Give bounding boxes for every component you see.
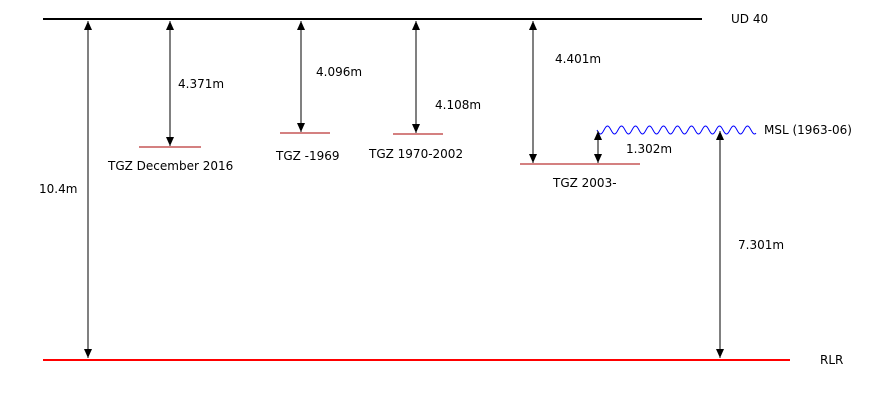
tgz-2003-label: TGZ 2003- [552,176,617,190]
distance-msl-rlr: 7.301m [738,238,784,252]
distance-ud40-rlr: 10.4m [39,182,77,196]
tgz-dec-2016-label: TGZ December 2016 [107,159,233,173]
distance-ud40-tgz-2003: 4.401m [555,52,601,66]
tgz-1969-label: TGZ -1969 [275,149,340,163]
ud40-label: UD 40 [731,12,768,26]
distance-tgz-2003-msl: 1.302m [626,142,672,156]
distance-ud40-tgz-dec-2016: 4.371m [178,77,224,91]
msl-wave [596,125,757,135]
rlr-label: RLR [820,353,843,367]
tgz-1970-2002-label: TGZ 1970-2002 [368,147,463,161]
msl-label: MSL (1963-06) [764,123,852,137]
distance-ud40-tgz-1969: 4.096m [316,65,362,79]
distance-ud40-tgz-1970-2002: 4.108m [435,98,481,112]
